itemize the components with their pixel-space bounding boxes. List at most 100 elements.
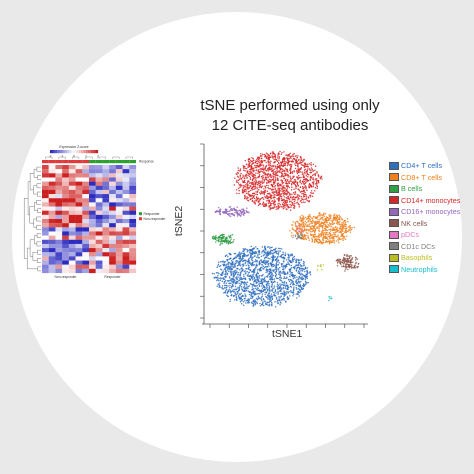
data-point [246, 281, 249, 283]
data-point [285, 172, 287, 175]
data-point [302, 231, 305, 233]
data-point [233, 294, 236, 297]
data-point [255, 266, 257, 269]
data-point [300, 258, 303, 261]
data-point [312, 192, 315, 194]
data-point [297, 199, 299, 201]
data-point [232, 290, 235, 293]
data-point [301, 164, 304, 166]
data-point [247, 174, 249, 177]
data-point [280, 277, 283, 279]
data-point [266, 289, 269, 292]
data-point [258, 180, 260, 183]
data-point [259, 203, 262, 205]
data-point [305, 232, 308, 234]
legend-label: CD1c DCs [401, 241, 435, 251]
data-point [248, 170, 251, 173]
data-point [237, 255, 239, 257]
data-point [241, 255, 244, 258]
data-point [239, 212, 241, 214]
data-point [255, 193, 257, 195]
data-point [326, 216, 328, 219]
data-point [303, 194, 305, 197]
data-point [322, 213, 325, 216]
data-point [218, 236, 221, 239]
data-point [261, 266, 263, 268]
data-point [254, 164, 256, 167]
data-point [300, 272, 302, 275]
heatmap-cell [89, 248, 96, 253]
data-point [268, 188, 270, 190]
data-point [265, 178, 268, 181]
data-point [286, 164, 289, 167]
data-point [254, 178, 257, 180]
series-cd8-t-cells [289, 212, 355, 245]
heatmap-cell [122, 264, 130, 269]
data-point [256, 158, 258, 161]
data-point [284, 273, 286, 276]
data-point [258, 275, 261, 277]
scale-cell [76, 150, 79, 154]
data-point [273, 280, 276, 282]
data-point [281, 199, 283, 201]
data-point [318, 236, 321, 238]
heatmap-cell [75, 206, 83, 211]
data-point [277, 171, 279, 173]
data-point [346, 257, 349, 260]
data-point [261, 264, 263, 266]
data-point [256, 279, 259, 281]
heatmap-cell [62, 239, 69, 245]
data-point [244, 270, 246, 272]
data-point [291, 202, 294, 204]
data-point [291, 171, 294, 173]
legend-label: Basophils [401, 253, 433, 263]
data-point [272, 281, 274, 283]
data-point [344, 263, 347, 266]
data-point [242, 250, 244, 252]
data-point [300, 166, 303, 169]
data-point [301, 273, 304, 276]
data-point [243, 297, 246, 300]
data-point [278, 262, 280, 264]
data-point [276, 198, 278, 200]
data-point [236, 291, 238, 293]
data-point [301, 237, 303, 239]
data-point [244, 259, 247, 261]
data-point [258, 173, 261, 176]
data-point [309, 271, 311, 274]
data-point [320, 234, 322, 237]
data-point [252, 177, 255, 180]
dendrogram-branch [32, 252, 38, 261]
heatmap-cell [95, 177, 103, 182]
data-point [318, 212, 321, 214]
data-point [256, 269, 259, 271]
data-point [264, 189, 267, 192]
data-point [246, 171, 249, 173]
data-point [256, 187, 258, 190]
data-point [303, 162, 306, 164]
data-point [219, 264, 222, 267]
data-point [216, 279, 218, 282]
data-point [280, 192, 282, 195]
data-point [243, 252, 245, 255]
data-point [234, 288, 236, 290]
data-point [257, 172, 259, 175]
data-point [293, 188, 295, 190]
data-point [272, 192, 275, 195]
heatmap-cell [62, 227, 69, 232]
data-point [313, 231, 316, 234]
data-point [271, 303, 273, 305]
heatmap-cell [95, 214, 103, 220]
heatmap-cell [42, 177, 49, 182]
data-point [260, 259, 263, 261]
data-point [281, 182, 284, 185]
data-point [239, 168, 242, 170]
data-point [271, 191, 273, 193]
data-point [252, 170, 254, 172]
data-point [271, 296, 274, 298]
data-point [271, 256, 274, 259]
data-point [277, 269, 280, 271]
legend-entry: CD14+ monocytes [389, 195, 460, 207]
data-point [223, 287, 226, 289]
data-point [348, 266, 350, 268]
